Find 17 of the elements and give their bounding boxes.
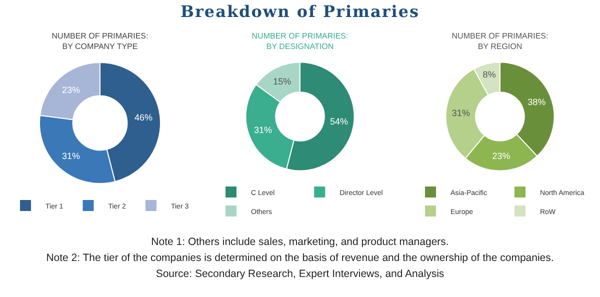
data-label: 31% [452,108,470,118]
text: Note 1: Others include sales, marketing, and product managers. [150,235,450,250]
source-note: Source: Secondary Research, Expert Interviews, and Analysis [154,267,446,282]
data-label: 8% [482,69,496,80]
data-label: 46% [134,112,153,123]
data-label: 31% [62,150,80,161]
data-label: 54% [330,116,348,126]
data-label: 15% [273,76,292,86]
chart-title: NUMBER OF PRIMARIES: BY DESIGNATION [252,31,348,51]
chart-title: NUMBER OF PRIMARIES: BY COMPANY TYPE [52,31,148,51]
chart-title: NUMBER OF PRIMARIES: BY REGION [452,31,548,51]
data-label: 23% [62,85,80,96]
data-label: 38% [528,97,546,108]
text: Note 2: The tier of the companies is determined on the basis of revenue and the ownership of the companies. [45,251,555,266]
data-label: 31% [254,124,272,135]
data-label: 23% [492,150,510,161]
text: Breakdown of Primaries [179,1,421,23]
